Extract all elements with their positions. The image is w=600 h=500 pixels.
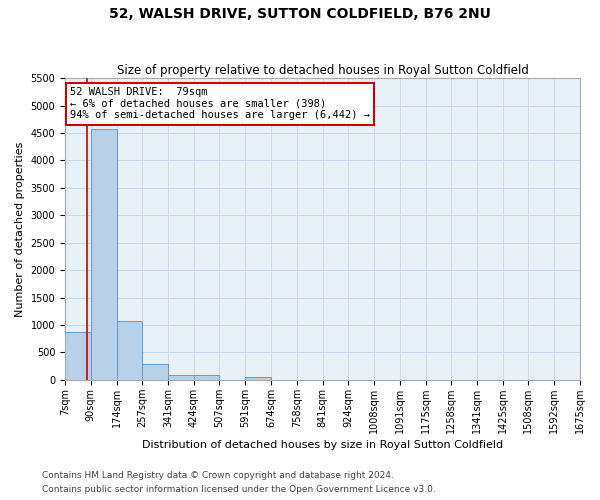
Y-axis label: Number of detached properties: Number of detached properties bbox=[15, 142, 25, 316]
Text: 52, WALSH DRIVE, SUTTON COLDFIELD, B76 2NU: 52, WALSH DRIVE, SUTTON COLDFIELD, B76 2… bbox=[109, 8, 491, 22]
X-axis label: Distribution of detached houses by size in Royal Sutton Coldfield: Distribution of detached houses by size … bbox=[142, 440, 503, 450]
Text: Contains public sector information licensed under the Open Government Licence v3: Contains public sector information licen… bbox=[42, 486, 436, 494]
Bar bbox=[65, 332, 91, 380]
Bar bbox=[91, 129, 116, 380]
Text: 52 WALSH DRIVE:  79sqm
← 6% of detached houses are smaller (398)
94% of semi-det: 52 WALSH DRIVE: 79sqm ← 6% of detached h… bbox=[70, 87, 370, 120]
Text: Contains HM Land Registry data © Crown copyright and database right 2024.: Contains HM Land Registry data © Crown c… bbox=[42, 470, 394, 480]
Title: Size of property relative to detached houses in Royal Sutton Coldfield: Size of property relative to detached ho… bbox=[116, 64, 529, 77]
Bar bbox=[116, 321, 142, 380]
Bar bbox=[194, 375, 220, 380]
Bar bbox=[245, 376, 271, 380]
Bar bbox=[168, 374, 194, 380]
Bar bbox=[142, 364, 168, 380]
